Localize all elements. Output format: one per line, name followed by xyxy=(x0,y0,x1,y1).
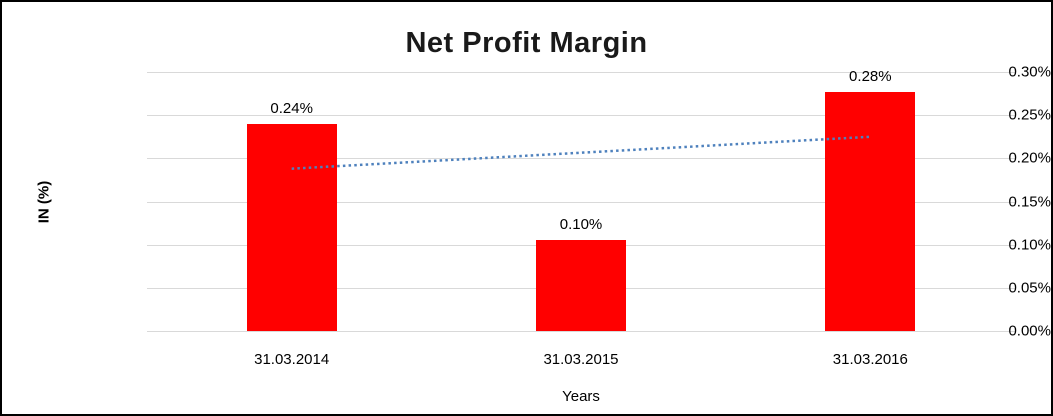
x-axis-title: Years xyxy=(562,388,600,405)
gridline xyxy=(147,201,1015,203)
y-tick-label: 0.05% xyxy=(1008,279,1051,297)
y-tick-label: 0.20% xyxy=(1008,149,1051,167)
y-tick-label: 0.10% xyxy=(1008,236,1051,254)
bar: 0.24% xyxy=(246,100,337,331)
chart-title: Net Profit Margin xyxy=(405,27,648,59)
x-tick-label: 31.03.2015 xyxy=(543,351,619,368)
gridline xyxy=(147,115,1015,117)
trendline xyxy=(291,135,871,170)
x-tick-label: 31.03.2016 xyxy=(832,351,908,368)
plot-area: 0.24% 0.10% 0.28% xyxy=(147,68,1015,332)
bar: 0.28% xyxy=(825,68,916,331)
gridline xyxy=(147,158,1015,160)
bar-fill xyxy=(825,91,916,331)
bar-value-label: 0.24% xyxy=(270,99,313,117)
y-axis-title: IN (%) xyxy=(35,180,53,224)
y-tick-label: 0.25% xyxy=(1008,106,1051,124)
bar-fill xyxy=(536,240,626,331)
bar-value-label: 0.28% xyxy=(849,67,892,85)
x-tick-label: 31.03.2014 xyxy=(254,351,330,368)
gridline xyxy=(147,72,1015,73)
trendline-svg xyxy=(291,135,871,170)
y-tick-label: 0.30% xyxy=(1008,63,1051,81)
bar: 0.10% xyxy=(536,216,626,331)
gridline xyxy=(147,331,1015,332)
bar-fill xyxy=(246,123,337,331)
bar-value-label: 0.10% xyxy=(559,216,603,234)
y-tick-label: 0.00% xyxy=(1008,322,1051,340)
y-tick-label: 0.15% xyxy=(1008,193,1051,210)
